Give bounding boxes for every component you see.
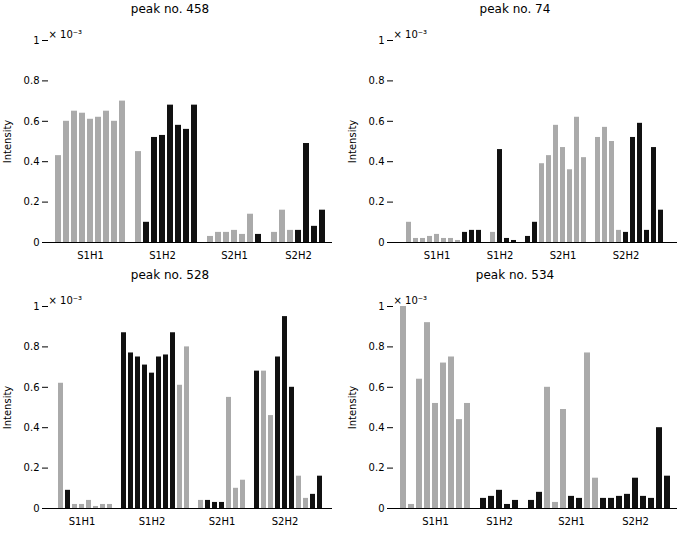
svg-text:0: 0 bbox=[33, 237, 39, 248]
html-text:peak no. 458: peak no. 458 bbox=[130, 2, 210, 16]
svg-text:S2H2: S2H2 bbox=[272, 516, 299, 527]
svg-text:S1H2: S1H2 bbox=[139, 516, 166, 527]
svg-text:0.8: 0.8 bbox=[24, 75, 40, 86]
svg-text:S2H1: S2H1 bbox=[209, 516, 236, 527]
svg-text:0: 0 bbox=[378, 237, 384, 248]
svg-text:0.6: 0.6 bbox=[369, 116, 385, 127]
html-text:peak no. 534: peak no. 534 bbox=[475, 268, 555, 282]
svg-text:0.6: 0.6 bbox=[369, 382, 385, 393]
svg-text:S1H2: S1H2 bbox=[487, 250, 514, 261]
svg-text:0.2: 0.2 bbox=[24, 196, 40, 207]
svg-text:0.2: 0.2 bbox=[24, 462, 40, 473]
html-text:peak no. 528: peak no. 528 bbox=[130, 268, 210, 282]
svg-text:0.8: 0.8 bbox=[369, 341, 385, 352]
svg-text:S2H1: S2H1 bbox=[221, 250, 248, 261]
svg-text:S1H1: S1H1 bbox=[424, 250, 451, 261]
html-text:peak no. 74: peak no. 74 bbox=[479, 2, 551, 16]
svg-text:Intensity: Intensity bbox=[347, 120, 358, 164]
svg-text:1: 1 bbox=[378, 35, 384, 46]
svg-text:Intensity: Intensity bbox=[2, 120, 13, 164]
svg-text:0.4: 0.4 bbox=[369, 422, 385, 433]
svg-text:0.4: 0.4 bbox=[24, 156, 40, 167]
svg-text:Intensity: Intensity bbox=[347, 386, 358, 430]
svg-text:S1H2: S1H2 bbox=[149, 250, 176, 261]
svg-text:× 10⁻³: × 10⁻³ bbox=[49, 295, 83, 306]
svg-text:S2H1: S2H1 bbox=[558, 516, 585, 527]
svg-text:S1H1: S1H1 bbox=[77, 250, 104, 261]
svg-text:× 10⁻³: × 10⁻³ bbox=[394, 295, 428, 306]
svg-text:S2H2: S2H2 bbox=[285, 250, 312, 261]
svg-text:1: 1 bbox=[378, 301, 384, 312]
svg-text:S2H2: S2H2 bbox=[613, 250, 640, 261]
svg-text:0.6: 0.6 bbox=[24, 116, 40, 127]
svg-text:× 10⁻³: × 10⁻³ bbox=[394, 29, 428, 40]
svg-text:0.2: 0.2 bbox=[369, 196, 385, 207]
svg-text:S2H2: S2H2 bbox=[622, 516, 649, 527]
svg-text:1: 1 bbox=[33, 301, 39, 312]
svg-text:0.4: 0.4 bbox=[369, 156, 385, 167]
svg-text:0.8: 0.8 bbox=[24, 341, 40, 352]
svg-text:0.2: 0.2 bbox=[369, 462, 385, 473]
svg-text:0.8: 0.8 bbox=[369, 75, 385, 86]
svg-text:× 10⁻³: × 10⁻³ bbox=[49, 29, 83, 40]
svg-text:S1H1: S1H1 bbox=[422, 516, 449, 527]
svg-text:S2H1: S2H1 bbox=[550, 250, 577, 261]
svg-text:0: 0 bbox=[33, 503, 39, 514]
svg-text:0.6: 0.6 bbox=[24, 382, 40, 393]
svg-text:0.4: 0.4 bbox=[24, 422, 40, 433]
svg-text:S1H1: S1H1 bbox=[69, 516, 96, 527]
svg-text:S1H2: S1H2 bbox=[486, 516, 513, 527]
svg-text:0: 0 bbox=[378, 503, 384, 514]
svg-text:Intensity: Intensity bbox=[2, 386, 13, 430]
svg-text:1: 1 bbox=[33, 35, 39, 46]
